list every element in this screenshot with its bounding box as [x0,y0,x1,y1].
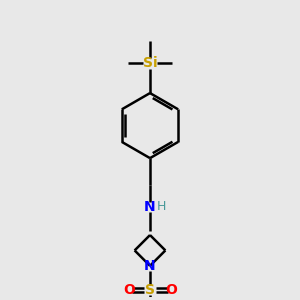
Text: H: H [157,200,166,213]
Text: N: N [144,200,156,214]
Text: O: O [165,283,177,297]
Text: Si: Si [143,56,157,70]
Text: S: S [145,283,155,297]
Text: O: O [123,283,135,297]
Text: N: N [144,259,156,273]
